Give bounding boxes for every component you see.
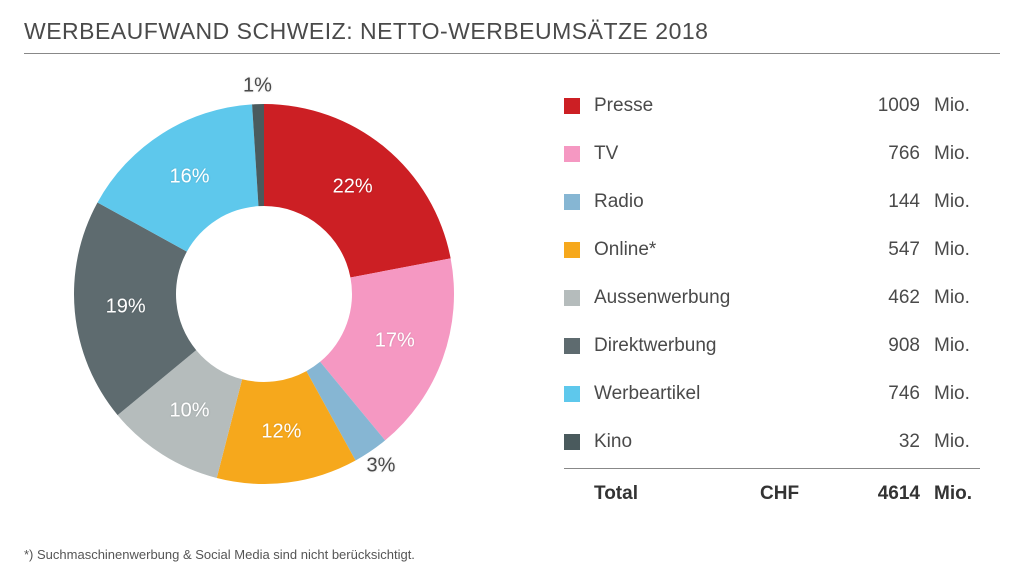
legend-unit: Mio. [920,383,980,405]
page-title: WERBEAUFWAND SCHWEIZ: NETTO-WERBEUMSÄTZE… [24,18,1000,54]
legend-row: Direktwerbung908Mio. [564,322,980,370]
legend-value: 462 [840,287,920,309]
content-row: 22%17%3%12%10%19%16%1% Presse1009Mio.TV7… [24,74,1000,519]
legend-unit: Mio. [920,287,980,309]
legend-unit: Mio. [920,143,980,165]
legend-row: Aussenwerbung462Mio. [564,274,980,322]
legend-swatch [564,194,580,210]
legend-swatch [564,338,580,354]
legend-value: 144 [840,191,920,213]
legend-row: Online*547Mio. [564,226,980,274]
legend-swatch [564,242,580,258]
total-currency: CHF [760,483,840,505]
slice-label-presse: 22% [333,175,373,198]
legend-value: 746 [840,383,920,405]
legend-swatch [564,146,580,162]
legend-unit: Mio. [920,239,980,261]
legend-label: Online* [594,239,840,261]
slice-label-aussenwerbung: 10% [170,400,210,423]
legend-label: Radio [594,191,840,213]
total-value: 4614 [840,483,920,505]
legend-row: Presse1009Mio. [564,82,980,130]
legend-row: Kino32Mio. [564,418,980,466]
legend-value: 908 [840,335,920,357]
slice-label-werbeartikel: 16% [170,165,210,188]
legend-row: Radio144Mio. [564,178,980,226]
slice-label-direktwerbung: 19% [106,296,146,319]
slice-label-online: 12% [261,420,301,443]
slice-label-tv: 17% [375,330,415,353]
legend-row: TV766Mio. [564,130,980,178]
legend-area: Presse1009Mio.TV766Mio.Radio144Mio.Onlin… [504,74,1000,519]
footnote: *) Suchmaschinenwerbung & Social Media s… [24,547,415,562]
total-label: Total [594,483,760,505]
legend-value: 766 [840,143,920,165]
legend-value: 32 [840,431,920,453]
legend-label: TV [594,143,840,165]
total-row: Total CHF 4614 Mio. [564,469,980,519]
legend-label: Aussenwerbung [594,287,840,309]
chart-area: 22% 17% 3% 12% 10% 19% 16% 1% [24,74,504,514]
legend-swatch [564,290,580,306]
total-unit: Mio. [920,483,980,505]
legend-label: Presse [594,95,840,117]
legend-swatch [564,386,580,402]
legend-swatch [564,98,580,114]
legend-value: 1009 [840,95,920,117]
slice-label-radio: 3% [366,455,395,478]
legend-unit: Mio. [920,95,980,117]
legend-unit: Mio. [920,431,980,453]
legend-value: 547 [840,239,920,261]
legend-swatch [564,434,580,450]
legend-label: Kino [594,431,840,453]
legend-row: Werbeartikel746Mio. [564,370,980,418]
legend-label: Direktwerbung [594,335,840,357]
legend-label: Werbeartikel [594,383,840,405]
legend-unit: Mio. [920,335,980,357]
slice-label-kino: 1% [243,75,272,98]
donut-chart: 22%17%3%12%10%19%16%1% [74,104,454,484]
legend-unit: Mio. [920,191,980,213]
